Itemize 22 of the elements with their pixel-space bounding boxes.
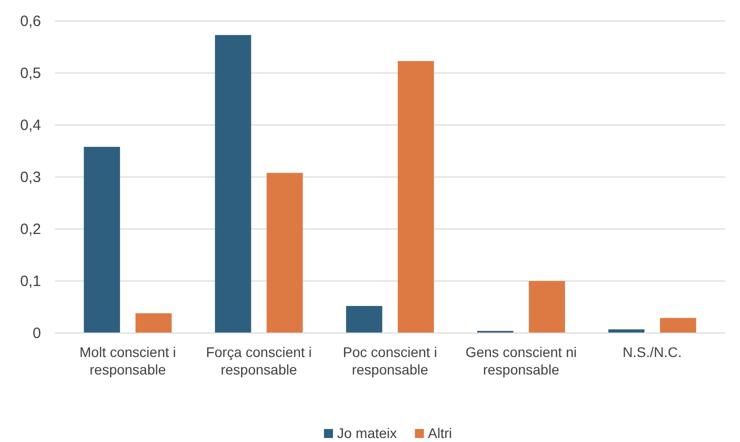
bar [214, 35, 252, 333]
legend-label: Altri [428, 425, 452, 441]
bar [266, 172, 303, 333]
x-tick-label: Poc conscient i responsable [342, 344, 438, 378]
y-tick-label: 0,2 [20, 220, 41, 238]
y-tick-label: 0,6 [20, 12, 41, 30]
x-tick-label: Gens conscient ni responsable [465, 344, 577, 378]
y-tick-label: 0,5 [20, 64, 41, 82]
x-tick-label: N.S./N.C. [622, 344, 682, 360]
y-tick-label: 0 [32, 324, 41, 342]
legend-label: Jo mateix [336, 425, 397, 441]
x-tick-label: Força conscient i responsable [206, 344, 312, 378]
bar [528, 281, 566, 333]
y-tick-label: 0,1 [20, 272, 41, 290]
y-tick-label: 0,4 [20, 116, 41, 134]
bar [84, 146, 120, 333]
x-tick-label: Molt conscient i responsable [80, 344, 176, 378]
bar [346, 306, 382, 333]
bar [136, 313, 172, 333]
bar [660, 318, 696, 333]
y-tick-label: 0,3 [20, 168, 41, 186]
bar [398, 61, 434, 333]
